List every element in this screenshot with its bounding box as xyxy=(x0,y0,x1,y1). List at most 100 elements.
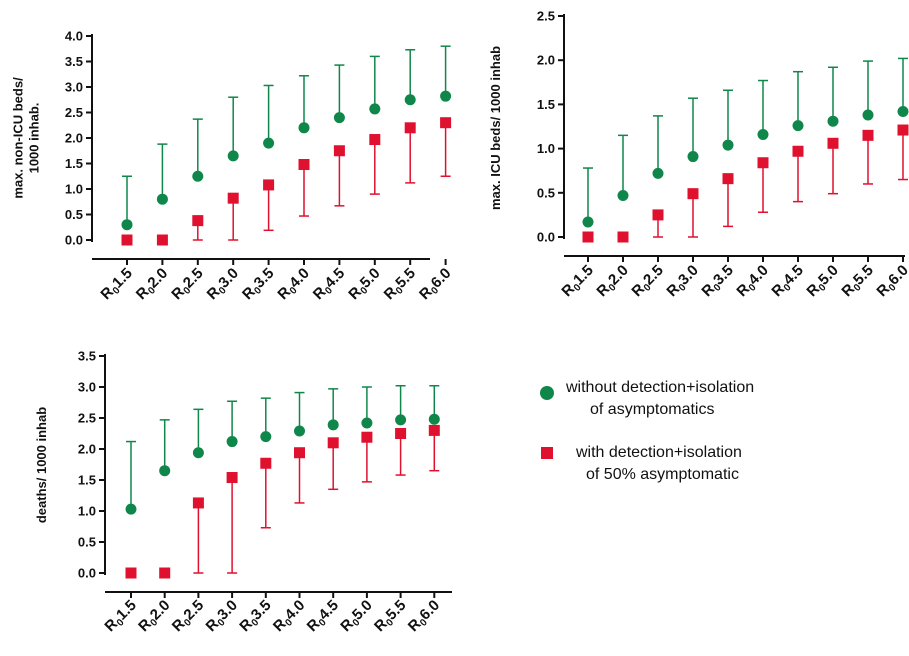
x-tick-label: R04.5 xyxy=(768,262,808,302)
y-tick-label: 1.0 xyxy=(537,141,555,156)
data-point-red xyxy=(121,234,133,246)
data-point-red xyxy=(757,157,769,169)
data-point-green xyxy=(192,447,204,459)
x-tick-label: R05.5 xyxy=(381,265,421,305)
data-point-green xyxy=(395,414,407,426)
data-point-green xyxy=(617,189,629,201)
data-point-green xyxy=(333,112,345,124)
x-tick-label: R06.0 xyxy=(405,597,445,637)
x-tick-label: R01.5 xyxy=(558,262,598,302)
data-point-green xyxy=(722,139,734,151)
legend-red-label-line1: with detection+isolation xyxy=(575,444,742,461)
data-point-green xyxy=(298,122,310,134)
data-point-red xyxy=(722,173,734,185)
y-tick-label: 3.0 xyxy=(65,80,83,95)
x-tick-label: R05.0 xyxy=(337,597,377,637)
chart-non-icu-beds: 0.0 0.5 1.0 1.5 2.0 2.5 3.0 3.5 4.0 max. non-ICU … xyxy=(11,29,455,305)
data-point-green xyxy=(862,109,874,121)
data-point-red xyxy=(159,567,171,579)
x-tick-label: R02.0 xyxy=(135,597,175,637)
data-point-green xyxy=(159,465,171,477)
data-point-red xyxy=(227,192,239,204)
y-tick-label: 3.5 xyxy=(78,349,96,364)
x-tick-label: R05.0 xyxy=(345,265,385,305)
x-tick-label: R05.5 xyxy=(838,262,878,302)
y-tick-label: 2.0 xyxy=(537,53,555,68)
x-tick-label: R02.0 xyxy=(593,262,633,302)
data-point-red xyxy=(294,447,305,459)
y-tick-label: 3.0 xyxy=(78,380,96,395)
data-point-red xyxy=(226,472,238,484)
data-point-green xyxy=(361,417,373,429)
y-tick-label: 0.5 xyxy=(65,207,83,222)
data-point-green xyxy=(652,167,664,179)
data-point-red xyxy=(192,215,204,227)
x-tick-label: R03.0 xyxy=(663,262,703,302)
data-point-red xyxy=(897,124,909,136)
data-point-green xyxy=(827,115,839,127)
y-tick-label: 1.0 xyxy=(78,504,96,519)
data-point-red xyxy=(862,129,874,141)
data-point-red xyxy=(298,159,310,171)
x-tick-label: R04.5 xyxy=(310,265,350,305)
data-point-green xyxy=(440,90,452,102)
data-point-green xyxy=(156,193,168,205)
data-point-red xyxy=(687,188,699,200)
y-tick-label: 2.0 xyxy=(78,442,96,457)
data-point-red xyxy=(125,567,137,579)
x-tick-label: R03.0 xyxy=(203,597,243,637)
data-point-green xyxy=(897,105,909,117)
legend: without detection+isolation of asymptoma… xyxy=(540,379,754,483)
y-tick-label: 2.0 xyxy=(65,131,83,146)
data-point-green xyxy=(121,219,133,231)
chart-icu-beds: 0.0 0.5 1.0 1.5 2.0 2.5 max. ICU beds/ 1000 in… xyxy=(488,9,909,302)
data-point-green xyxy=(404,94,416,106)
x-tick-label: R03.0 xyxy=(204,265,244,305)
y-tick-label: 0.5 xyxy=(78,535,96,550)
data-point-green xyxy=(687,151,699,163)
data-point-red xyxy=(361,431,373,443)
data-point-green xyxy=(260,431,272,443)
legend-green-label-line2: of asymptomatics xyxy=(590,401,714,418)
data-point-green xyxy=(428,413,440,425)
data-point-red xyxy=(192,497,204,509)
data-point-green xyxy=(227,150,239,162)
y-tick-label: 1.5 xyxy=(78,473,96,488)
data-point-red xyxy=(792,145,804,157)
data-point-green xyxy=(294,425,305,437)
data-point-green xyxy=(582,216,594,228)
x-tick-label: R02.5 xyxy=(168,265,208,305)
data-point-green xyxy=(263,137,275,149)
data-point-red xyxy=(404,122,416,134)
x-tick-label: R03.5 xyxy=(239,265,279,305)
data-point-red xyxy=(652,209,664,221)
data-point-green xyxy=(757,128,769,140)
y-tick-label: 2.5 xyxy=(537,9,555,24)
y-tick-label: 1.5 xyxy=(65,156,83,171)
x-tick-label: R05.5 xyxy=(371,597,411,637)
data-point-red xyxy=(395,428,407,439)
data-point-red xyxy=(260,457,272,469)
y-tick-label: 0.0 xyxy=(537,230,555,245)
data-point-red xyxy=(440,117,452,129)
y-axis-title: max. ICU beds/ 1000 inhab xyxy=(488,46,503,210)
data-point-red xyxy=(263,179,275,191)
data-point-green xyxy=(125,503,137,515)
data-point-red xyxy=(582,231,594,243)
x-tick-label: R01.5 xyxy=(97,265,137,305)
y-tick-label: 1.5 xyxy=(537,97,555,112)
x-tick-label: R02.0 xyxy=(133,265,173,305)
data-point-green xyxy=(369,103,381,115)
data-point-red xyxy=(827,137,839,149)
y-tick-label: 3.5 xyxy=(65,54,83,69)
y-tick-label: 1.0 xyxy=(65,182,83,197)
data-point-red xyxy=(617,231,629,243)
y-tick-label: 2.5 xyxy=(78,411,96,426)
x-tick-label: R02.5 xyxy=(628,262,668,302)
x-tick-label: R03.5 xyxy=(698,262,738,302)
y-tick-label: 2.5 xyxy=(65,105,83,120)
x-tick-label: R04.0 xyxy=(270,597,310,637)
data-point-red xyxy=(156,234,168,246)
legend-green-circle-marker xyxy=(540,386,554,400)
